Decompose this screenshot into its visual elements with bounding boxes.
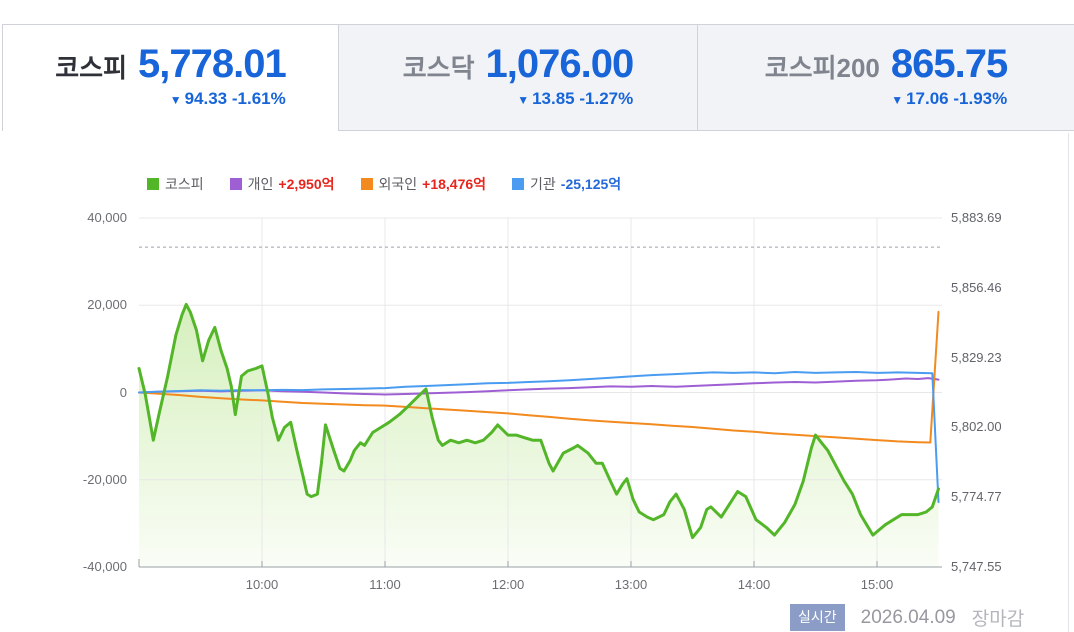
kospi-change: ▼ 94.33 -1.61% bbox=[170, 89, 286, 109]
kospi-line bbox=[137, 302, 940, 540]
legend-institution-label: 기관 bbox=[530, 176, 556, 192]
chart-footer: 실시간 2026.04.09 장마감 bbox=[790, 604, 1024, 631]
x-axis-label: 14:00 bbox=[737, 577, 771, 592]
x-axis-label: 11:00 bbox=[369, 577, 401, 592]
legend-item-individual: 개인 +2,950억 bbox=[229, 174, 335, 194]
institution-line bbox=[138, 371, 940, 504]
tab-kospi-content: 코스피 5,778.01 ▼ 94.33 -1.61% bbox=[55, 25, 287, 131]
y-axis-right-label: 5,802.00 bbox=[951, 419, 1002, 435]
kosdaq-value: 1,076.00 bbox=[485, 42, 635, 86]
x-axis-label: 10:00 bbox=[245, 577, 279, 592]
kospi200-label: 코스피200 bbox=[764, 53, 880, 83]
legend-foreigner-label: 외국인 bbox=[378, 176, 418, 192]
index-tabs: 코스피 5,778.01 ▼ 94.33 -1.61% 코스닥 1,076.00 … bbox=[2, 24, 1074, 131]
y-axis-right-label: 5,829.23 bbox=[951, 349, 1002, 365]
kospi200-change-text: 17.06 -1.93% bbox=[906, 89, 1008, 108]
kospi-area-fill bbox=[139, 304, 939, 567]
market-status: 장마감 bbox=[971, 609, 1025, 630]
kosdaq-change-text: 13.85 -1.27% bbox=[532, 89, 634, 108]
legend-institution-value: -25,125억 bbox=[560, 176, 622, 192]
chart-date: 2026.04.09 bbox=[860, 606, 956, 628]
kosdaq-change: ▼ 13.85 -1.27% bbox=[517, 89, 633, 109]
down-arrow-icon: ▼ bbox=[891, 93, 904, 107]
institution-swatch-icon bbox=[512, 178, 525, 190]
legend-item-foreigner: 외국인 +18,476억 bbox=[360, 174, 487, 194]
y-axis-left-label: -40,000 bbox=[82, 559, 127, 574]
y-axis-left-label: 0 bbox=[119, 384, 127, 400]
foreigner-swatch-icon bbox=[360, 178, 373, 190]
tab-kosdaq-content: 코스닥 1,076.00 ▼ 13.85 -1.27% bbox=[402, 25, 635, 130]
legend-item-institution: 기관 -25,125억 bbox=[512, 174, 621, 194]
tab-kospi200[interactable]: 코스피200 865.75 ▼ 17.06 -1.93% bbox=[697, 24, 1074, 131]
down-arrow-icon: ▼ bbox=[169, 93, 182, 107]
kospi-value: 5,778.01 bbox=[138, 42, 287, 86]
chart-legend: 코스피 개인 +2,950억 외국인 +18,476억 기관 -25,125억 bbox=[147, 174, 621, 194]
down-arrow-icon: ▼ bbox=[517, 93, 530, 107]
tab-kosdaq[interactable]: 코스닥 1,076.00 ▼ 13.85 -1.27% bbox=[339, 24, 697, 131]
y-axis-right-label: 5,774.77 bbox=[951, 489, 1002, 505]
legend-kospi-label: 코스피 bbox=[165, 176, 204, 192]
y-axis-left-label: 40,000 bbox=[87, 210, 127, 225]
legend-individual-value: +2,950억 bbox=[278, 176, 335, 192]
kospi-swatch-icon bbox=[147, 178, 159, 190]
y-axis-right-label: 5,856.46 bbox=[951, 279, 1002, 295]
realtime-badge: 실시간 bbox=[790, 604, 845, 631]
legend-individual-label: 개인 bbox=[247, 176, 274, 192]
y-axis-left-label: 20,000 bbox=[87, 297, 127, 313]
legend-foreigner-value: +18,476억 bbox=[422, 176, 487, 192]
x-axis-label: 12:00 bbox=[491, 577, 525, 592]
tab-kospi[interactable]: 코스피 5,778.01 ▼ 94.33 -1.61% bbox=[2, 24, 339, 131]
y-axis-right-label: 5,747.55 bbox=[951, 559, 1002, 574]
y-axis-right-label: 5,883.69 bbox=[951, 210, 1002, 225]
kosdaq-label: 코스닥 bbox=[402, 53, 475, 83]
tab-kospi200-content: 코스피200 865.75 ▼ 17.06 -1.93% bbox=[764, 25, 1008, 130]
kospi-label: 코스피 bbox=[55, 53, 128, 83]
kospi200-change: ▼ 17.06 -1.93% bbox=[891, 89, 1007, 109]
individual-swatch-icon bbox=[229, 178, 242, 190]
foreigner-line bbox=[138, 310, 940, 444]
kospi200-value: 865.75 bbox=[890, 42, 1008, 86]
legend-item-kospi: 코스피 bbox=[147, 174, 204, 194]
panel-right-border bbox=[1068, 133, 1069, 632]
individual-line bbox=[138, 377, 940, 396]
x-axis-label: 15:00 bbox=[860, 577, 894, 592]
kospi-change-text: 94.33 -1.61% bbox=[184, 89, 286, 108]
x-axis-label: 13:00 bbox=[614, 577, 648, 592]
y-axis-left-label: -20,000 bbox=[82, 471, 127, 487]
